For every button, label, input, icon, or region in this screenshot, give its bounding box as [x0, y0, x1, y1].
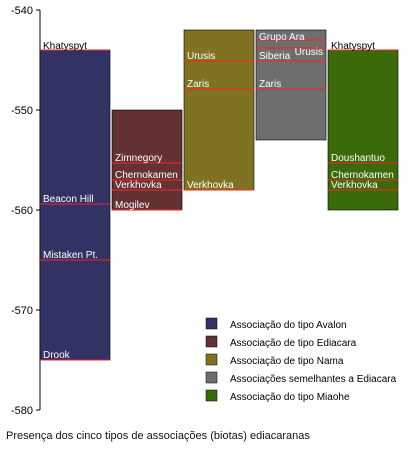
bars: Khatyspyt Beacon Hill Mistaken Pt. Drook Zim… [39, 29, 399, 361]
legend-entry: Associação do tipo Miaohe [230, 392, 350, 403]
event-label: Mogilev [115, 200, 149, 211]
event-label: Zimnegory [115, 153, 162, 164]
y-axis: -540 -550 -560 -570 -580 [11, 5, 41, 417]
event-label: Drook [43, 350, 71, 361]
legend-entry: Associação do tipo Avalon [230, 320, 347, 331]
bar [111, 109, 183, 211]
event-label: Verkhovka [187, 180, 234, 191]
event-label: Grupo Ara [259, 32, 305, 43]
event-label: Urusis [187, 51, 215, 62]
legend-entry: Associações semelhantes a Ediacara [230, 374, 397, 385]
event-label: Khatyspyt [331, 41, 375, 52]
legend-swatch [205, 335, 218, 348]
event-label: Verkhovka [115, 180, 162, 191]
legend-entry: Associação de tipo Ediacara [230, 338, 357, 349]
y-tick-label: -580 [11, 405, 33, 417]
legend-swatch [205, 371, 218, 384]
chart: -540 -550 -560 -570 -580 Khatyspyt Beacon Hil… [11, 5, 399, 417]
event-label: Zaris [259, 79, 281, 90]
bar [39, 49, 111, 361]
legend-swatch [205, 317, 218, 330]
y-tick-label: -570 [11, 305, 33, 317]
event-label: Chernokamen [115, 170, 178, 181]
event-label: Khatyspyt [43, 41, 87, 52]
chart-caption: Presença dos cinco tipos de associações … [6, 430, 310, 442]
legend: Associação do tipo Avalon Associação de t… [205, 317, 397, 403]
event-label: Verkhovka [331, 180, 378, 191]
event-label: Beacon Hill [43, 194, 94, 205]
event-label: Doushantuo [331, 153, 385, 164]
event-label: Siberia [259, 51, 291, 62]
legend-swatch [205, 389, 218, 402]
legend-swatch [205, 353, 218, 366]
y-tick-label: -560 [11, 205, 33, 217]
legend-entry: Associação de tipo Nama [230, 356, 344, 367]
event-label: Zaris [187, 79, 209, 90]
event-label: Mistaken Pt. [43, 250, 98, 261]
event-label: Urusis [295, 47, 323, 58]
y-tick-label: -540 [11, 5, 33, 17]
bar [327, 49, 399, 211]
y-tick-label: -550 [11, 105, 33, 117]
event-label: Chernokamen [331, 170, 394, 181]
